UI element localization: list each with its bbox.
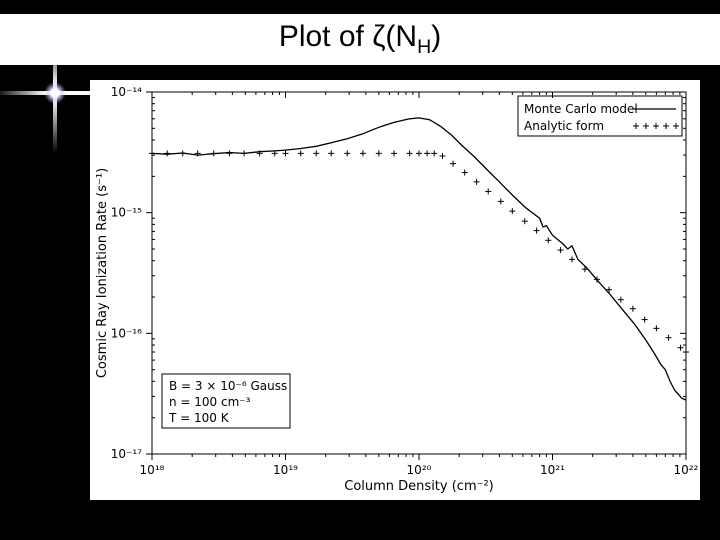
series-analytic	[149, 150, 689, 355]
x-tick-label: 10²¹	[540, 463, 565, 477]
slide-title: Plot of ζ(NH)	[0, 14, 720, 65]
y-tick-label: 10⁻¹⁵	[111, 206, 142, 220]
slide-root: Plot of ζ(NH) 10¹⁸10¹⁹10²⁰10²¹10²²10⁻¹⁷1…	[0, 0, 720, 540]
parameter-line: n = 100 cm⁻³	[169, 395, 251, 409]
lens-flare-core	[44, 82, 66, 104]
parameter-line: B = 3 × 10⁻⁶ Gauss	[169, 379, 287, 393]
x-tick-label: 10¹⁹	[273, 463, 298, 477]
title-subscript: H	[417, 36, 431, 58]
legend-item: Monte Carlo model	[524, 102, 638, 116]
title-prefix: Plot of ζ(N	[279, 20, 417, 53]
plot-svg: 10¹⁸ 10¹⁹ 10²⁰ 10²¹ 10²² 10⁻¹⁷ 10⁻¹⁶ 10⁻¹⁵ 10⁻¹⁴…	[90, 80, 700, 500]
series-monte-carlo	[152, 118, 686, 400]
y-tick-label: 10⁻¹⁶	[111, 326, 142, 340]
plot-container: 10¹⁸ 10¹⁹ 10²⁰ 10²¹ 10²² 10⁻¹⁷ 10⁻¹⁶ 10⁻¹⁵ 10⁻¹⁴…	[90, 80, 700, 500]
legend-item: Analytic form	[524, 119, 604, 133]
x-tick-label: 10¹⁸	[140, 463, 165, 477]
y-tick-label: 10⁻¹⁴	[111, 85, 142, 99]
x-tick-label: 10²⁰	[407, 463, 432, 477]
y-axis-label: Cosmic Ray Ionization Rate (s⁻¹)	[95, 168, 110, 378]
title-suffix: )	[431, 20, 441, 53]
x-tick-label: 10²²	[674, 463, 699, 477]
parameter-line: T = 100 K	[168, 411, 230, 425]
x-axis-label: Column Density (cm⁻²)	[344, 479, 494, 494]
y-tick-label: 10⁻¹⁷	[111, 447, 142, 461]
